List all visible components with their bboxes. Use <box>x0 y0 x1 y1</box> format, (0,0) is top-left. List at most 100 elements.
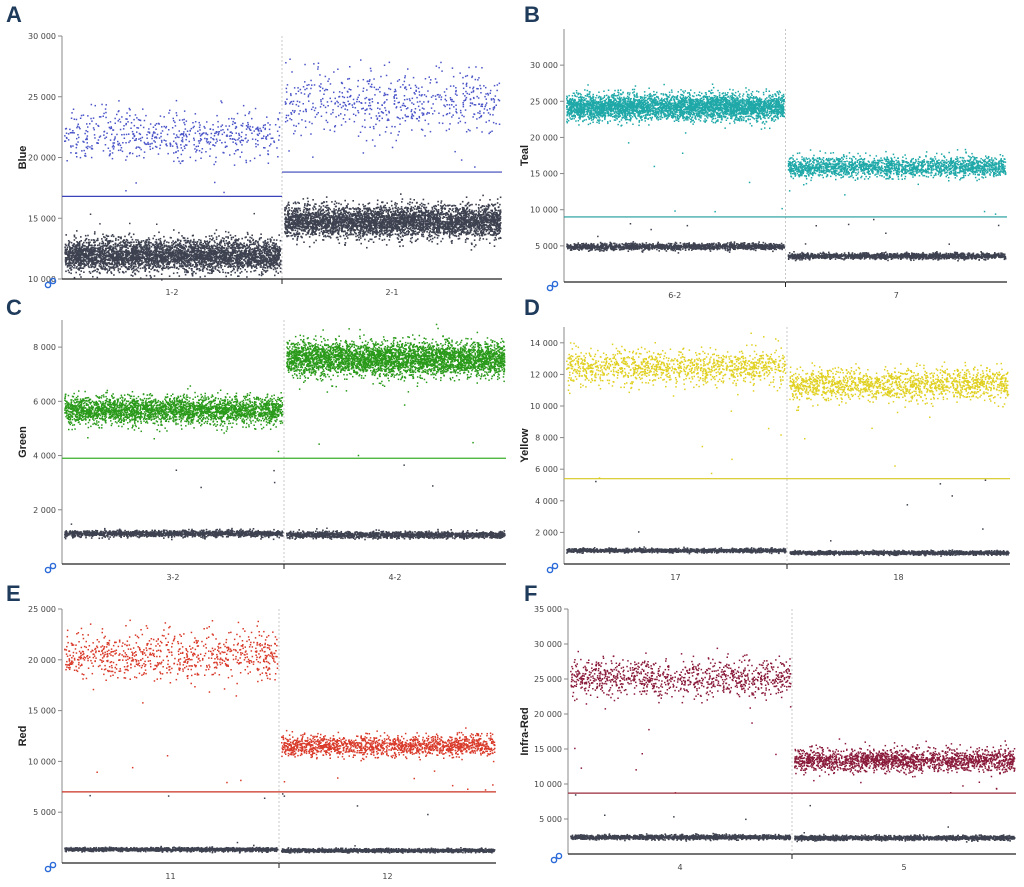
droplet-negative <box>183 244 185 246</box>
droplet-positive <box>126 156 128 158</box>
droplet-negative <box>115 266 117 268</box>
droplet-positive <box>233 118 235 120</box>
droplet-positive <box>79 128 81 129</box>
droplet-negative <box>251 237 253 239</box>
droplet-positive <box>245 134 247 136</box>
droplet-positive <box>87 115 89 117</box>
droplet-negative <box>249 244 251 246</box>
droplet-positive <box>260 130 262 132</box>
droplet-negative <box>102 240 104 242</box>
droplet-positive <box>126 123 128 125</box>
droplet-negative <box>90 272 92 274</box>
droplet-positive <box>136 146 138 148</box>
droplet-negative <box>263 264 265 266</box>
droplet-negative <box>192 273 194 275</box>
droplet-positive <box>93 127 95 129</box>
droplet-negative <box>77 244 79 246</box>
droplet-positive <box>173 141 175 143</box>
droplet-positive <box>238 137 240 139</box>
droplet-positive <box>134 140 136 142</box>
droplet-negative <box>250 265 252 267</box>
droplet-positive <box>276 147 278 149</box>
droplet-negative <box>276 263 278 265</box>
droplet-positive <box>119 143 121 145</box>
droplet-negative <box>178 257 180 259</box>
droplet-positive <box>231 118 233 120</box>
droplet-negative <box>244 256 246 258</box>
droplet-negative <box>71 255 73 257</box>
droplet-negative <box>195 246 197 248</box>
droplet-negative <box>215 255 217 257</box>
droplet-negative <box>161 279 163 281</box>
droplet-negative <box>152 238 154 240</box>
droplet-rain <box>135 182 137 184</box>
droplet-positive <box>213 139 215 141</box>
droplet-negative <box>200 242 202 244</box>
droplet-negative <box>114 264 116 266</box>
droplet-negative <box>134 249 136 251</box>
droplet-positive <box>78 137 80 139</box>
droplet-negative <box>261 273 263 275</box>
droplet-negative <box>258 263 260 265</box>
droplet-negative <box>206 247 208 249</box>
droplet-positive <box>212 129 214 131</box>
droplet-negative <box>182 247 184 249</box>
droplet-positive <box>147 142 149 144</box>
droplet-positive <box>87 135 89 137</box>
droplet-negative <box>184 248 186 250</box>
droplet-negative <box>234 262 236 264</box>
droplet-negative <box>99 244 101 246</box>
droplet-negative <box>227 247 229 249</box>
droplet-negative <box>220 241 222 243</box>
droplet-positive <box>138 127 140 129</box>
droplet-negative <box>114 243 116 245</box>
droplet-positive <box>254 158 256 160</box>
droplet-negative <box>272 258 274 260</box>
droplet-negative <box>212 237 214 239</box>
droplet-negative <box>184 271 186 273</box>
droplet-negative <box>107 242 109 244</box>
droplet-positive <box>199 133 201 135</box>
droplet-negative <box>89 249 91 251</box>
droplet-negative <box>129 266 131 268</box>
droplet-positive <box>89 123 91 125</box>
droplet-negative <box>471 244 473 246</box>
droplet-negative <box>124 243 126 245</box>
droplet-negative <box>186 270 188 272</box>
droplet-positive <box>116 114 118 116</box>
droplet-negative <box>184 268 186 270</box>
droplet-negative <box>88 267 90 269</box>
droplet-positive <box>197 131 199 133</box>
droplet-positive <box>250 160 252 162</box>
droplet-positive <box>157 134 159 136</box>
droplet-negative <box>128 242 130 244</box>
droplet-positive <box>120 121 122 123</box>
droplet-negative <box>94 240 96 242</box>
droplet-positive <box>266 116 268 118</box>
droplet-negative <box>179 253 181 255</box>
droplet-negative <box>222 260 224 262</box>
droplet-negative <box>255 241 257 243</box>
droplet-negative <box>244 246 246 248</box>
droplet-negative <box>121 260 123 262</box>
droplet-negative <box>177 261 179 263</box>
droplet-positive <box>192 122 194 124</box>
droplet-negative <box>65 271 67 273</box>
droplet-negative <box>257 249 259 251</box>
droplet-negative <box>231 244 233 246</box>
droplet-negative <box>194 266 196 268</box>
droplet-negative <box>198 239 200 241</box>
droplet-negative <box>191 268 193 270</box>
droplet-rain <box>223 192 225 194</box>
droplet-positive <box>121 134 123 136</box>
droplet-negative <box>182 260 184 262</box>
droplet-negative <box>181 251 183 253</box>
droplet-negative <box>326 196 328 198</box>
droplet-negative <box>68 244 70 246</box>
droplet-negative <box>156 243 158 245</box>
droplet-positive <box>246 128 248 130</box>
droplet-negative <box>114 262 116 264</box>
droplet-positive <box>77 141 79 143</box>
droplet-negative <box>213 270 215 272</box>
droplet-positive <box>245 115 247 117</box>
